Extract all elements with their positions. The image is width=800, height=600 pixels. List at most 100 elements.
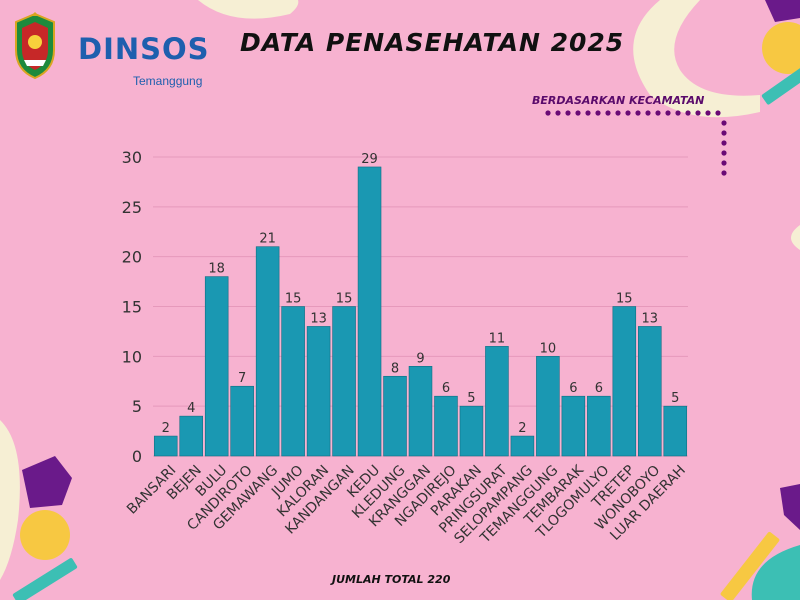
bar-value-label: 6 bbox=[569, 381, 577, 396]
bar bbox=[638, 326, 662, 457]
decor-dot bbox=[665, 110, 671, 116]
cream-arc-top-right bbox=[633, 0, 760, 118]
bar bbox=[561, 395, 586, 457]
bar bbox=[536, 356, 560, 457]
bar-value-label: 13 bbox=[642, 311, 659, 326]
bar-value-label: 15 bbox=[285, 292, 302, 307]
page-title: DATA PENASEHATAN 2025 bbox=[240, 28, 625, 57]
bar-value-label: 15 bbox=[336, 292, 353, 307]
total-label: JUMLAH TOTAL 220 bbox=[332, 573, 451, 586]
bar-value-label: 6 bbox=[442, 381, 450, 396]
bar bbox=[357, 166, 382, 457]
dotted-corner-line bbox=[545, 110, 727, 176]
y-tick-label: 10 bbox=[122, 347, 142, 366]
bar-value-label: 2 bbox=[162, 421, 170, 436]
bar bbox=[255, 246, 280, 457]
decor-dot bbox=[721, 130, 727, 136]
bar-value-label: 10 bbox=[540, 341, 557, 356]
brand-name: DINSOS bbox=[78, 32, 210, 66]
bar-value-label: 8 bbox=[391, 361, 399, 376]
bar bbox=[459, 405, 484, 457]
decor-dot bbox=[635, 110, 641, 116]
bar bbox=[306, 326, 331, 457]
purple-pentagon-left bbox=[22, 456, 72, 508]
decor-dot bbox=[615, 110, 621, 116]
x-axis: BANSARIBEJENBULUCANDIROTOGEMAWANGJUMOKAL… bbox=[124, 462, 689, 547]
y-axis: 0 5 10 15 20 25 30 bbox=[122, 148, 142, 466]
decor-dot bbox=[575, 110, 581, 116]
cream-swoosh-top bbox=[198, 0, 299, 19]
teal-stick-left bbox=[12, 558, 78, 600]
decor-dot bbox=[675, 110, 681, 116]
y-tick-label: 30 bbox=[122, 148, 142, 167]
bar bbox=[663, 405, 688, 457]
bar bbox=[179, 415, 203, 457]
bar bbox=[281, 306, 305, 457]
logo-area: DINSOS Temanggung bbox=[10, 12, 209, 88]
bar-value-label: 21 bbox=[259, 232, 276, 247]
chart-subtitle: BERDASARKAN KECAMATAN bbox=[532, 94, 705, 107]
bar bbox=[332, 306, 356, 457]
decor-dot bbox=[595, 110, 601, 116]
bar bbox=[434, 395, 458, 457]
bar-value-label: 18 bbox=[208, 262, 225, 277]
decor-dot bbox=[625, 110, 631, 116]
bar-value-label: 5 bbox=[467, 391, 475, 406]
teal-stick-top-right bbox=[761, 67, 800, 105]
bar bbox=[153, 435, 178, 457]
bar-value-label: 15 bbox=[616, 292, 633, 307]
decor-dot bbox=[695, 110, 701, 116]
decor-dot bbox=[721, 150, 727, 156]
purple-shape-bottom-right bbox=[780, 484, 800, 530]
decor-dot bbox=[655, 110, 661, 116]
bar-value-label: 9 bbox=[416, 351, 424, 366]
decor-dot bbox=[605, 110, 611, 116]
bar bbox=[485, 346, 509, 457]
decor-dot bbox=[705, 110, 711, 116]
bar-value-label: 5 bbox=[671, 391, 679, 406]
chart-bars bbox=[153, 166, 688, 457]
decor-dot bbox=[645, 110, 651, 116]
decor-dot bbox=[545, 110, 551, 116]
decor-dot bbox=[721, 170, 727, 176]
yellow-stick-bottom-right bbox=[720, 531, 780, 600]
decor-dot bbox=[721, 160, 727, 166]
decor-dot bbox=[555, 110, 561, 116]
yellow-circle-top-right bbox=[762, 22, 800, 74]
bar-value-label: 29 bbox=[361, 152, 378, 167]
bar bbox=[204, 276, 229, 457]
bar-value-label: 2 bbox=[518, 421, 526, 436]
bar bbox=[383, 375, 407, 457]
decor-dot bbox=[685, 110, 691, 116]
decor-dot bbox=[721, 120, 727, 126]
cream-bump-right bbox=[791, 225, 800, 250]
decor-dot bbox=[565, 110, 571, 116]
brand-subtitle: Temanggung bbox=[133, 74, 203, 88]
y-tick-label: 5 bbox=[132, 397, 142, 416]
bar-value-label: 4 bbox=[187, 401, 195, 416]
decor-dot bbox=[715, 110, 721, 116]
y-tick-label: 25 bbox=[122, 198, 142, 217]
yellow-circle-left bbox=[20, 510, 70, 560]
bar bbox=[587, 395, 611, 457]
decor-dot bbox=[585, 110, 591, 116]
bar bbox=[408, 365, 433, 457]
decor-dot bbox=[721, 140, 727, 146]
bar-value-label: 7 bbox=[238, 371, 246, 386]
y-tick-label: 20 bbox=[122, 248, 142, 267]
data-labels: 2 4 18 7 21 15 13 15 29 8 9 6 5 11 2 10 6 6 15 13 5 bbox=[162, 152, 680, 436]
bar bbox=[612, 306, 637, 457]
purple-shape-top-right bbox=[765, 0, 800, 22]
regency-emblem-icon bbox=[15, 12, 55, 80]
y-tick-label: 15 bbox=[122, 298, 142, 317]
y-tick-label: 0 bbox=[132, 447, 142, 466]
cream-swoosh-left bbox=[0, 420, 20, 580]
teal-shape-bottom-right bbox=[751, 545, 800, 600]
bar-value-label: 6 bbox=[595, 381, 603, 396]
bar-value-label: 13 bbox=[310, 311, 327, 326]
bar bbox=[510, 435, 535, 457]
bar bbox=[230, 385, 254, 457]
